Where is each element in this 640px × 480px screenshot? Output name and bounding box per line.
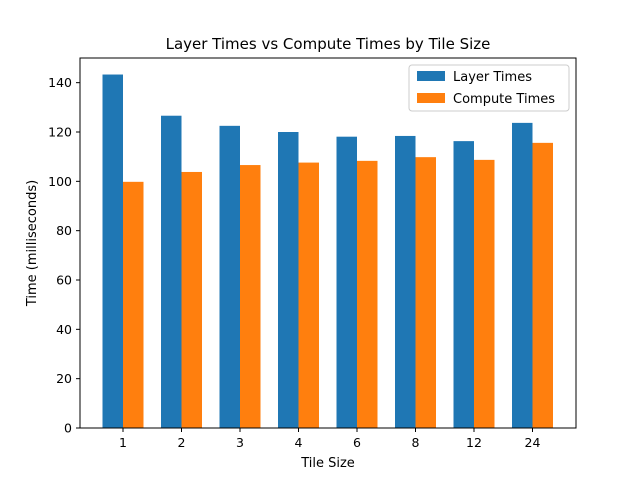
x-tick-label: 2 <box>178 435 186 450</box>
bar-compute-times-24 <box>532 142 553 428</box>
chart-title: Layer Times vs Compute Times by Tile Siz… <box>166 35 491 53</box>
bar-layer-times-8 <box>395 135 416 429</box>
bar-layer-times-6 <box>336 136 357 429</box>
legend-box <box>408 64 570 112</box>
y-tick-label: 60 <box>56 273 72 288</box>
legend-swatch-compute-times <box>417 93 445 103</box>
x-tick-label: 12 <box>466 435 482 450</box>
bar-layer-times-1 <box>102 74 123 428</box>
legend-label-layer-times: Layer Times <box>453 70 532 85</box>
y-tick-label: 140 <box>48 75 72 90</box>
y-tick-label: 0 <box>64 421 72 436</box>
y-tick-label: 40 <box>56 322 72 337</box>
bar-layer-times-3 <box>219 125 240 428</box>
x-axis-label: Tile Size <box>300 456 355 471</box>
legend-label-compute-times: Compute Times <box>453 92 555 107</box>
x-tick-label: 3 <box>236 435 244 450</box>
bar-compute-times-3 <box>240 165 261 428</box>
y-tick-label: 80 <box>56 223 72 238</box>
bar-compute-times-12 <box>474 159 495 428</box>
y-axis-ticks: 0 20 40 60 80 100 120 140 <box>48 75 80 436</box>
bar-layer-times-4 <box>278 132 299 428</box>
y-tick-label: 120 <box>48 125 72 140</box>
bar-layer-times-24 <box>512 122 533 428</box>
y-tick-label: 20 <box>56 371 72 386</box>
x-tick-label: 4 <box>295 435 303 450</box>
legend-swatch-layer-times <box>417 71 445 81</box>
x-tick-label: 6 <box>353 435 361 450</box>
plot-frame <box>79 57 577 429</box>
bar-compute-times-2 <box>181 171 202 428</box>
y-tick-label: 100 <box>48 174 72 189</box>
x-tick-label: 8 <box>412 435 420 450</box>
bar-compute-times-6 <box>357 160 378 429</box>
legend: Layer Times Compute Times <box>408 64 570 112</box>
x-axis-ticks: 1 2 3 4 6 8 12 24 <box>119 428 540 450</box>
x-tick-label: 1 <box>119 435 127 450</box>
bar-layer-times-12 <box>453 141 474 429</box>
x-tick-label: 24 <box>525 435 541 450</box>
y-axis-label: Time (milliseconds) <box>25 180 40 307</box>
bars-group <box>102 74 553 429</box>
bar-compute-times-1 <box>123 181 144 428</box>
bar-layer-times-2 <box>161 115 182 428</box>
bar-compute-times-8 <box>415 157 436 428</box>
bar-compute-times-4 <box>298 162 319 428</box>
